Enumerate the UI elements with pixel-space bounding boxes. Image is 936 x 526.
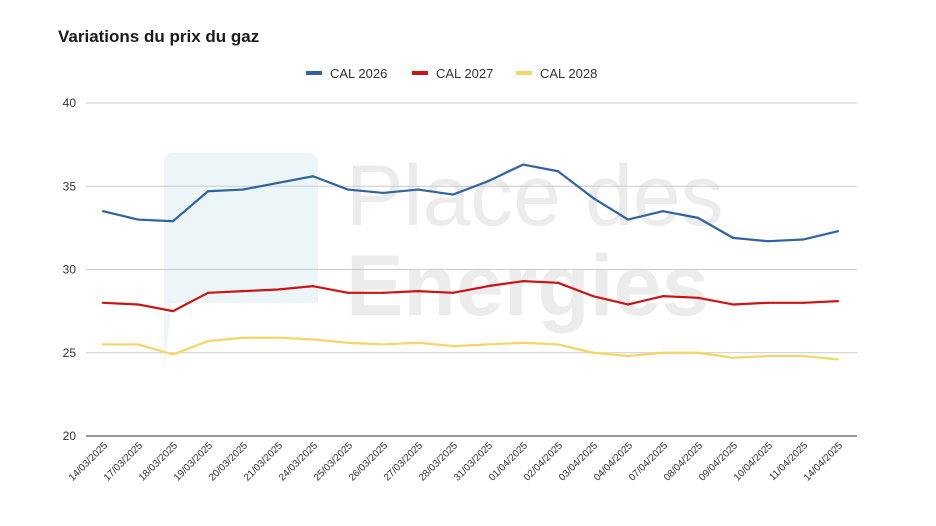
data-point bbox=[276, 336, 280, 339]
data-point bbox=[451, 193, 455, 196]
data-point bbox=[171, 310, 175, 313]
data-point bbox=[346, 291, 350, 294]
data-point bbox=[696, 296, 700, 299]
data-point bbox=[101, 301, 105, 304]
series-line-cal-2026 bbox=[102, 163, 839, 243]
data-point bbox=[521, 341, 525, 344]
data-point bbox=[766, 240, 770, 243]
data-point bbox=[346, 188, 350, 191]
legend-swatch bbox=[516, 71, 532, 75]
data-point bbox=[136, 218, 140, 221]
data-point bbox=[766, 354, 770, 358]
series-lines bbox=[101, 163, 840, 361]
data-point bbox=[626, 218, 630, 221]
data-point bbox=[486, 343, 490, 346]
data-point bbox=[416, 188, 420, 191]
data-point bbox=[451, 344, 455, 348]
data-point bbox=[101, 343, 105, 346]
data-point bbox=[836, 230, 840, 233]
data-point bbox=[136, 343, 140, 346]
x-axis: 14/03/202517/03/202518/03/202519/03/2025… bbox=[67, 440, 845, 483]
data-point bbox=[206, 190, 210, 193]
data-point bbox=[556, 170, 560, 173]
legend-swatch bbox=[306, 71, 322, 75]
data-point bbox=[101, 210, 105, 213]
chart-title: Variations du prix du gaz bbox=[58, 27, 260, 46]
data-point bbox=[416, 341, 420, 344]
data-point bbox=[486, 180, 490, 183]
data-point bbox=[731, 303, 735, 306]
data-point bbox=[486, 285, 490, 288]
data-point bbox=[696, 351, 700, 354]
data-point bbox=[206, 291, 210, 294]
data-point bbox=[591, 351, 595, 354]
data-point bbox=[836, 358, 840, 361]
data-point bbox=[381, 291, 385, 294]
data-point bbox=[661, 351, 665, 354]
series-line-cal-2027 bbox=[102, 280, 839, 313]
legend-label: CAL 2027 bbox=[436, 65, 494, 81]
data-point bbox=[661, 210, 665, 213]
data-point bbox=[346, 341, 350, 344]
data-point bbox=[626, 303, 630, 306]
data-point bbox=[311, 338, 315, 341]
data-point bbox=[591, 196, 595, 200]
y-tick-label: 35 bbox=[63, 179, 77, 193]
y-tick-label: 25 bbox=[63, 346, 77, 360]
data-point bbox=[206, 339, 210, 343]
data-point bbox=[801, 354, 805, 358]
data-point bbox=[836, 300, 840, 303]
legend-item-cal-2026[interactable]: CAL 2026 bbox=[306, 64, 387, 82]
y-tick-label: 40 bbox=[63, 96, 77, 110]
data-point bbox=[241, 188, 245, 191]
data-point bbox=[136, 303, 140, 306]
data-point bbox=[416, 290, 420, 293]
data-point bbox=[241, 336, 245, 339]
data-point bbox=[311, 175, 315, 178]
data-point bbox=[311, 285, 315, 288]
legend-item-cal-2028[interactable]: CAL 2028 bbox=[516, 64, 597, 82]
series-line-cal-2028 bbox=[103, 336, 839, 361]
y-tick-label: 20 bbox=[63, 429, 77, 443]
data-point bbox=[171, 353, 175, 356]
legend-item-cal-2027[interactable]: CAL 2027 bbox=[412, 64, 493, 82]
y-tick-label: 30 bbox=[63, 263, 77, 277]
data-point bbox=[626, 354, 630, 358]
data-point bbox=[801, 301, 805, 304]
data-point bbox=[801, 238, 805, 241]
data-point bbox=[276, 181, 280, 185]
data-point bbox=[766, 301, 770, 304]
data-point bbox=[521, 163, 525, 166]
y-axis: 20 25 30 35 40 bbox=[63, 96, 77, 443]
gridlines bbox=[86, 102, 857, 437]
data-point bbox=[381, 191, 385, 195]
data-point bbox=[591, 295, 595, 298]
data-point bbox=[696, 216, 700, 219]
legend-label: CAL 2028 bbox=[540, 65, 598, 81]
data-point bbox=[451, 291, 455, 294]
data-point bbox=[556, 343, 560, 346]
data-point bbox=[556, 281, 560, 284]
legend-label: CAL 2026 bbox=[330, 65, 388, 81]
data-point bbox=[731, 356, 735, 359]
legend-swatch bbox=[412, 71, 428, 75]
data-point bbox=[241, 290, 245, 293]
legend: CAL 2026 CAL 2027 CAL 2028 bbox=[0, 64, 936, 82]
data-point bbox=[731, 236, 735, 239]
data-point bbox=[276, 288, 280, 291]
data-point bbox=[661, 295, 665, 298]
data-point bbox=[521, 280, 525, 283]
data-point bbox=[381, 343, 385, 346]
data-point bbox=[171, 220, 175, 223]
